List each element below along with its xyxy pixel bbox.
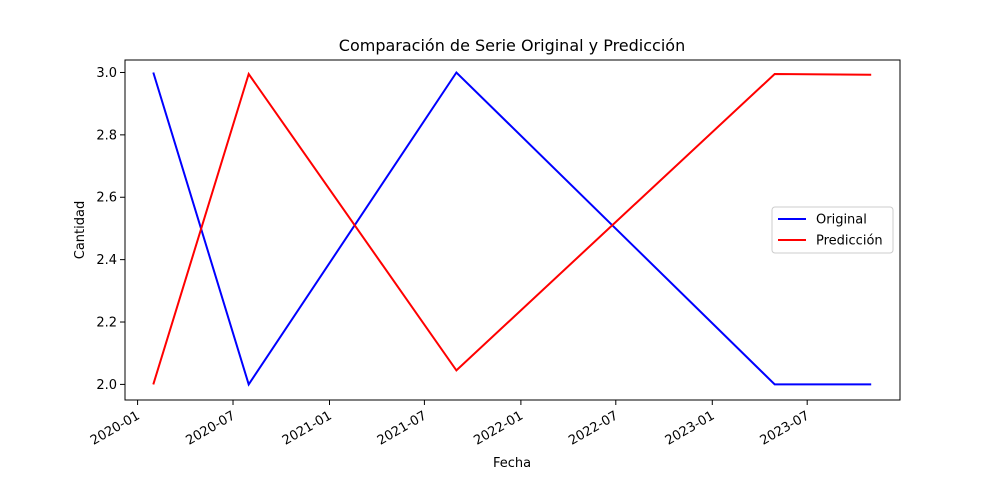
y-tick-label: 3.0 [96,66,117,81]
plot-frame [124,59,901,401]
plot-area [152,70,872,387]
y-tick-label: 2.8 [96,128,117,143]
y-tick-label: 2.2 [96,316,117,331]
y-tick-label: 2.6 [96,191,117,206]
y-tick-label: 2.4 [96,253,117,268]
series-line-prediccion [152,71,872,385]
legend: Original Predicción [771,206,894,254]
y-axis-label: Cantidad [73,201,88,259]
y-tick-label: 2.0 [96,378,117,393]
y-axis: 2.0 2.2 2.4 2.6 2.8 3.0 [96,66,125,393]
legend-label: Original [816,213,867,228]
series-line-original [152,70,872,387]
x-axis-label: Fecha [493,456,531,471]
chart-title: Comparación de Serie Original y Predicci… [339,36,685,55]
legend-label: Predicción [816,234,883,249]
